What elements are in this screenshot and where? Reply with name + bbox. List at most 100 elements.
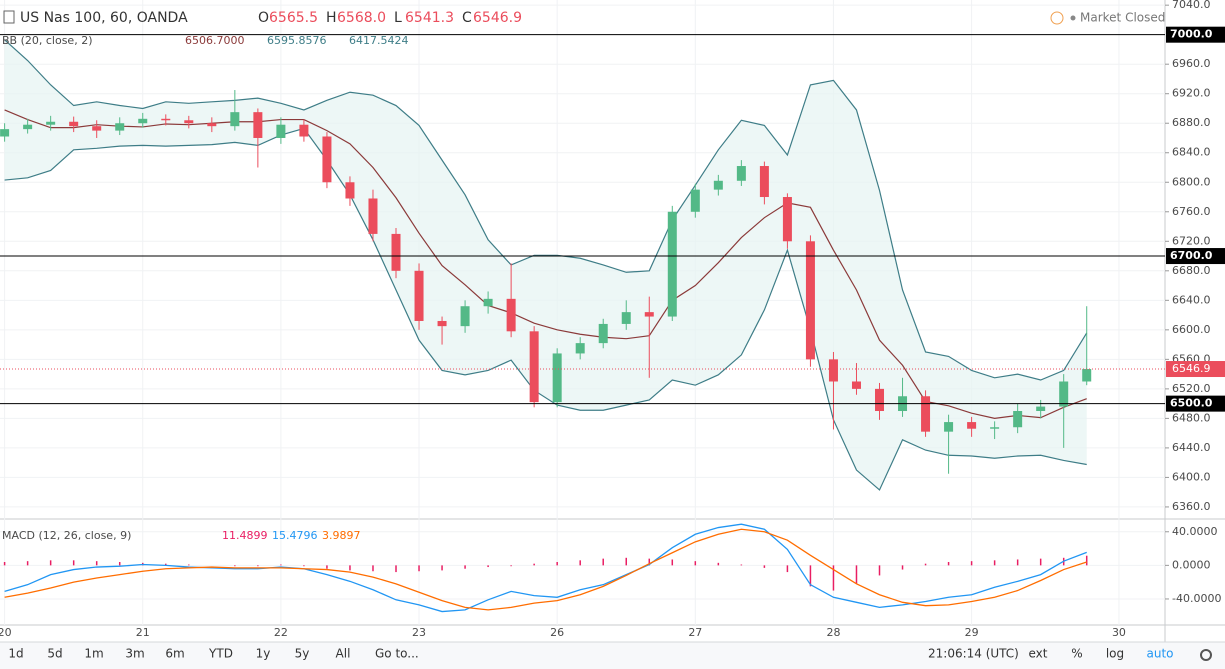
range-button[interactable]: 5d: [47, 647, 62, 661]
candle-body: [230, 112, 240, 127]
candle-body: [1013, 411, 1023, 428]
x-tick-label: 20: [0, 626, 12, 639]
macd-legend-value: 15.4796: [272, 529, 318, 542]
status-icon: [1050, 11, 1064, 25]
collapse-icon[interactable]: [3, 10, 15, 24]
x-tick-label: 27: [688, 626, 702, 639]
macd-legend-value: 3.9897: [322, 529, 361, 542]
option-button[interactable]: %: [1071, 647, 1082, 661]
settings-icon[interactable]: [1200, 649, 1212, 661]
y-tick-label: 6720.0: [1172, 234, 1211, 247]
ohlc-value: 6565.5: [269, 10, 318, 26]
candle-body: [437, 320, 447, 327]
toolbar-bg: [0, 642, 1225, 669]
y-tick-label: 6880.0: [1172, 116, 1211, 129]
candle-body: [575, 343, 585, 354]
ohlc-value: 6568.0: [337, 10, 386, 26]
candle-body: [644, 312, 654, 317]
candle-body: [368, 198, 378, 234]
candle-body: [69, 121, 79, 127]
bb-legend-value: 6506.7000: [185, 34, 245, 47]
option-button[interactable]: ext: [1029, 647, 1048, 661]
candle-body: [460, 306, 470, 327]
candle-body: [529, 331, 539, 403]
candle-body: [1036, 406, 1046, 412]
range-button[interactable]: 1y: [256, 647, 271, 661]
candle-body: [138, 118, 148, 124]
y-tick-label: 6760.0: [1172, 205, 1211, 218]
candle-body: [621, 312, 631, 324]
y-tick-label: 6480.0: [1172, 411, 1211, 424]
last-price-label: 6546.9: [1172, 362, 1211, 375]
y-tick-label: -40.0000: [1172, 592, 1221, 605]
level-label-bg: [1166, 248, 1225, 265]
candle-body: [851, 381, 861, 389]
candle-body: [0, 129, 10, 137]
y-tick-label: 6920.0: [1172, 87, 1211, 100]
symbol: US Nas 100, 60, OANDA: [20, 10, 188, 26]
candle-body: [875, 388, 885, 412]
ohlc-letter: H: [326, 10, 337, 26]
status-dot: [1070, 15, 1076, 21]
macd-legend-value: 11.4899: [222, 529, 268, 542]
y-tick-label: 6800.0: [1172, 175, 1211, 188]
bb-upper: [4, 39, 1088, 381]
clock: 21:06:14 (UTC): [928, 647, 1019, 661]
y-tick-label: 6680.0: [1172, 264, 1211, 277]
candle-body: [322, 136, 332, 183]
candle-body: [1082, 369, 1092, 382]
candle-body: [414, 270, 424, 321]
bb-legend-title: BB (20, close, 2): [2, 34, 93, 47]
y-tick-label: 6840.0: [1172, 146, 1211, 159]
candle-body: [782, 197, 792, 242]
candle-body: [736, 166, 746, 181]
candle-body: [713, 180, 723, 190]
candle-body: [690, 189, 700, 212]
x-tick-label: 29: [965, 626, 979, 639]
candle-body: [667, 211, 677, 317]
range-button[interactable]: 6m: [165, 647, 184, 661]
macd-line: [4, 523, 1087, 613]
bb-legend-value: 6595.8576: [267, 34, 327, 47]
range-button[interactable]: YTD: [208, 647, 233, 661]
candle-body: [921, 396, 931, 432]
range-button[interactable]: 3m: [125, 647, 144, 661]
y-tick-label: 6520.0: [1172, 382, 1211, 395]
range-button[interactable]: All: [336, 647, 351, 661]
candle-body: [1059, 381, 1069, 407]
candle-body: [253, 112, 263, 138]
y-tick-label: 6960.0: [1172, 57, 1211, 70]
level-label: 6500.0: [1170, 397, 1213, 410]
candle-body: [483, 298, 493, 307]
y-tick-label: 0.0000: [1172, 558, 1211, 571]
option-button[interactable]: log: [1106, 647, 1124, 661]
level-label: 6700.0: [1170, 249, 1213, 262]
candle-body: [944, 422, 954, 432]
bb-legend-value: 6417.5424: [349, 34, 409, 47]
y-tick-label: 6440.0: [1172, 441, 1211, 454]
macd-legend-title: MACD (12, 26, close, 9): [2, 529, 131, 542]
level-label: 7000.0: [1170, 28, 1213, 41]
range-button[interactable]: 5y: [295, 647, 310, 661]
candle-body: [990, 427, 1000, 429]
ohlc-letter: C: [462, 10, 472, 26]
market-status: Market Closed: [1080, 11, 1165, 25]
option-button[interactable]: auto: [1146, 647, 1173, 661]
goto-button[interactable]: Go to...: [375, 647, 419, 661]
candle-body: [805, 241, 815, 360]
y-tick-label: 6400.0: [1172, 470, 1211, 483]
range-button[interactable]: 1m: [84, 647, 103, 661]
candle-body: [345, 182, 355, 199]
x-tick-label: 21: [136, 626, 150, 639]
candle-body: [967, 422, 977, 429]
candle-body: [92, 126, 102, 131]
candle-body: [299, 124, 309, 137]
y-tick-label: 40.0000: [1172, 525, 1218, 538]
ohlc-value: 6546.9: [473, 10, 522, 26]
candle-body: [391, 233, 401, 271]
candle-body: [552, 353, 562, 403]
y-tick-label: 6640.0: [1172, 293, 1211, 306]
range-button[interactable]: 1d: [8, 647, 23, 661]
band-fill: [4, 39, 1087, 490]
